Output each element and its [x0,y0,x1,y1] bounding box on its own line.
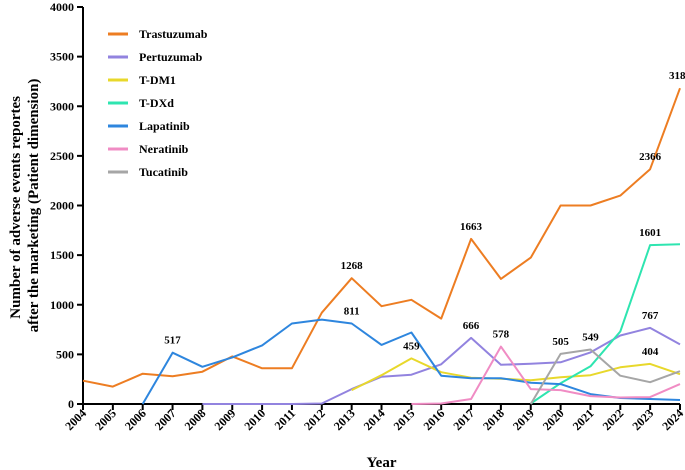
x-tick-label: 2009 [212,406,239,433]
data-label: 767 [642,310,659,322]
y-tick-label: 3500 [50,50,74,64]
legend: Trastuzumab Pertuzumab T-DM1 T-DXd Lapatinib… [108,27,208,179]
y-tick-label: 3000 [50,99,74,113]
series-lines [82,87,681,405]
data-label: 1663 [460,221,483,233]
data-label: 1601 [639,227,661,239]
x-tick-label: 2005 [92,406,119,433]
axes: 0 500 1000 1500 2000 2500 3000 3500 4000 2004 2005… [50,0,685,433]
data-label: 459 [403,340,420,352]
legend-label: Lapatinib [139,119,190,133]
data-label: 578 [493,329,510,341]
x-tick-label: 2020 [540,406,567,433]
x-tick-label: 2023 [629,406,656,433]
legend-label: Tucatinib [139,165,188,179]
legend-label: T-DM1 [139,73,176,87]
x-tick-label: 2014 [361,406,388,433]
x-tick-label: 2013 [331,406,358,433]
data-label: 1268 [341,260,364,272]
series-line-trastuzumab [82,87,681,388]
y-axis-title-line-2: after the marketing (Patient dimension) [26,79,42,333]
x-tick-label: 2016 [420,406,447,433]
y-tick-label: 2000 [50,199,74,213]
y-tick-label: 0 [68,397,74,411]
y-tick-label: 2500 [50,149,74,163]
series-line-tucatinib [529,348,681,405]
x-axis-title: Year [367,455,397,470]
x-tick-label: 2011 [272,406,298,432]
legend-label: Pertuzumab [139,50,203,64]
y-tick-label: 1500 [50,248,74,262]
data-label: 505 [552,336,569,348]
x-tick-label: 2004 [62,406,89,433]
x-tick-label: 2007 [152,406,179,433]
data-labels: 517 1268 811 459 1663 666 578 505 549 2366 1601 767… [164,70,685,358]
y-tick-label: 500 [56,347,74,361]
data-label: 3182 [669,70,685,82]
legend-label: T-DXd [139,96,174,110]
data-label: 2366 [639,151,662,163]
x-tick-label: 2019 [510,406,537,433]
legend-label: Neratinib [139,142,189,156]
legend-label: Trastuzumab [139,27,208,41]
x-tick-label: 2021 [570,406,597,433]
data-label: 549 [582,332,599,344]
series-line-pertuzumab [202,326,681,405]
data-label: 404 [642,346,659,358]
x-tick-label: 2012 [301,406,328,433]
x-tick-label: 2006 [122,406,149,433]
y-axis-title-line-1: Number of adverse events reportes [8,96,24,319]
y-axis-title: Number of adverse events reportes after … [8,79,42,333]
series-line-t-dxd [530,243,681,405]
x-tick-label: 2024 [659,406,685,433]
y-tick-label: 4000 [50,0,74,14]
data-label: 811 [344,306,360,318]
data-label: 517 [164,335,181,347]
series-line-neratinib [411,345,681,405]
y-tick-label: 1000 [50,298,74,312]
x-tick-label: 2015 [391,406,418,433]
x-tick-label: 2010 [241,406,268,433]
series-line-lapatinib [141,318,681,405]
x-tick-label: 2018 [480,406,507,433]
x-tick-label: 2017 [450,406,477,433]
series-line-t-dm1 [351,357,681,391]
x-tick-label: 2022 [600,406,627,433]
data-label: 666 [463,320,480,332]
x-tick-label: 2008 [182,406,209,433]
